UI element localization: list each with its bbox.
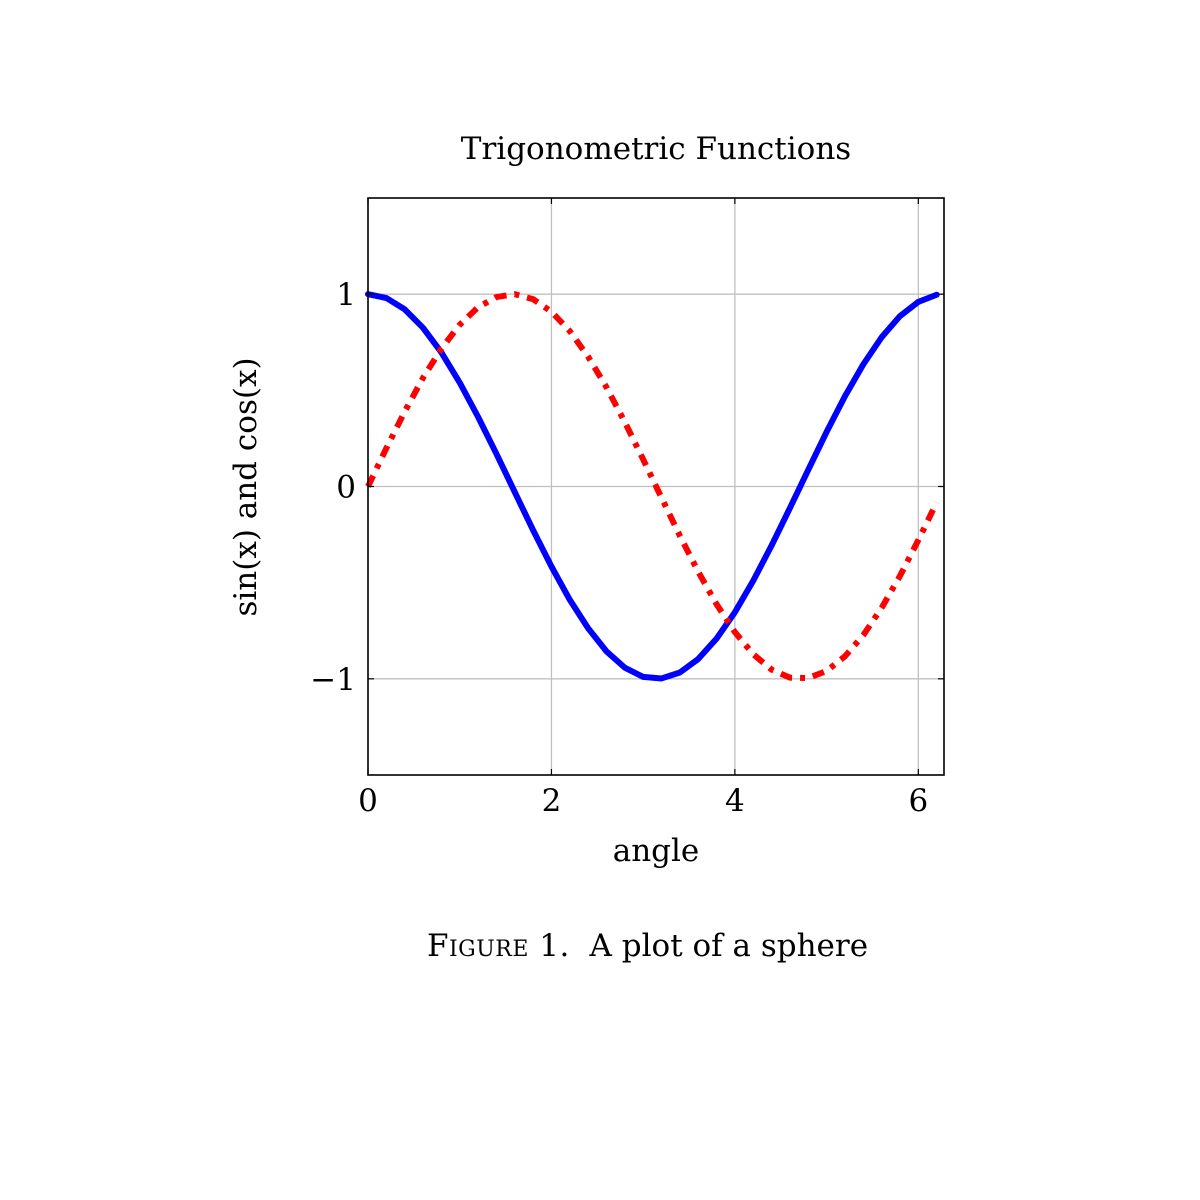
x-tick-label-0: 0 xyxy=(358,783,378,819)
figure-caption: Figure 1. A plot of a sphere xyxy=(0,928,1200,964)
y-axis-ticks: −1 0 1 xyxy=(310,277,944,698)
x-axis-ticks: 0 2 4 6 xyxy=(358,198,928,819)
figure-label: Figure 1. xyxy=(426,928,570,964)
x-axis-label: angle xyxy=(613,833,700,869)
x-tick-label-1: 2 xyxy=(542,783,562,819)
x-tick-label-2: 4 xyxy=(725,783,745,819)
series-layer xyxy=(365,291,940,682)
x-tick-label-3: 6 xyxy=(908,783,928,819)
y-tick-label-1: 0 xyxy=(336,470,356,506)
y-axis-label: sin(x) and cos(x) xyxy=(228,357,264,616)
figure-caption-text: A plot of a sphere xyxy=(589,928,869,964)
y-tick-label-2: 1 xyxy=(336,277,356,313)
chart-title: Trigonometric Functions xyxy=(461,131,851,167)
series-line-0 xyxy=(365,291,940,682)
y-tick-label-0: −1 xyxy=(310,662,356,698)
series-line-1 xyxy=(365,291,940,682)
